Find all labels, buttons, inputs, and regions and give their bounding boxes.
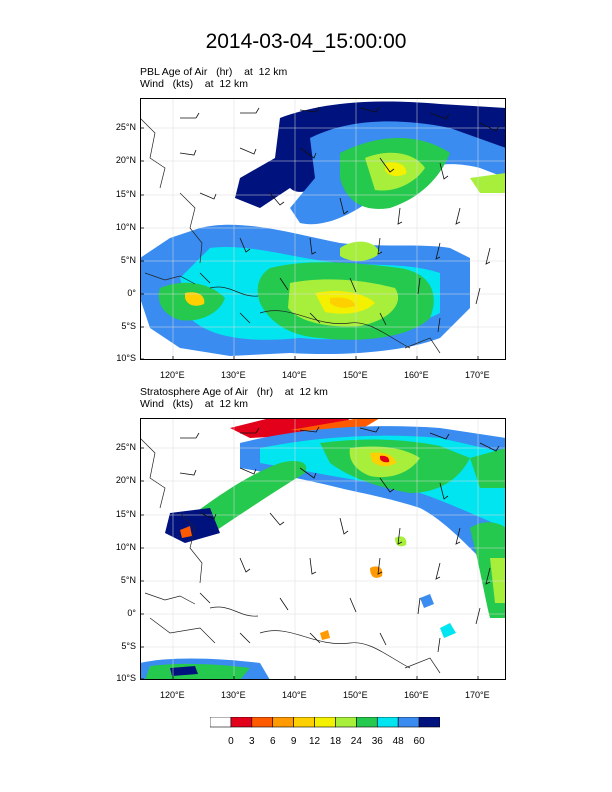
- lon-label: 130°E: [221, 690, 246, 700]
- stratosphere-age-map-panel: [140, 418, 506, 680]
- colorbar-label: 48: [392, 736, 404, 747]
- wind-barbs: [179, 106, 500, 333]
- colorbar-swatch: [314, 716, 336, 728]
- lat-label: 5°N: [120, 575, 136, 585]
- colorbar-swatch: [376, 716, 399, 728]
- lon-label: 120°E: [160, 690, 185, 700]
- lat-label: 10°S: [116, 353, 136, 363]
- colorbar-label: 60: [413, 736, 425, 747]
- lon-label: 150°E: [343, 370, 368, 380]
- lon-label: 150°E: [343, 690, 368, 700]
- colorbar-swatch: [209, 716, 232, 728]
- colorbar-label: 3: [249, 736, 255, 747]
- colorbar-label: 36: [371, 736, 383, 747]
- colorbar-swatches: [209, 716, 441, 728]
- figure-title: 2014-03-04_15:00:00: [205, 30, 407, 53]
- wind-barbs: [179, 426, 500, 653]
- lat-label: 0°: [127, 608, 136, 618]
- panel2-lon-axis: 120°E 130°E 140°E 150°E 160°E 170°E: [140, 690, 506, 702]
- lat-label: 5°S: [121, 641, 136, 651]
- lon-label: 120°E: [160, 370, 185, 380]
- lon-label: 140°E: [282, 370, 307, 380]
- lat-label: 15°N: [115, 189, 136, 199]
- colorbar-swatch: [418, 716, 441, 728]
- lon-label: 140°E: [282, 690, 307, 700]
- panel2-lat-axis: 25°N 20°N 15°N 10°N 5°N 0° 5°S 10°S: [100, 418, 136, 683]
- colorbar-swatch: [397, 716, 420, 728]
- colorbar-swatch: [251, 716, 274, 728]
- panel1-lat-axis: 25°N 20°N 15°N 10°N 5°N 0° 5°S 10°S: [100, 98, 136, 363]
- colorbar-label: 24: [350, 736, 362, 747]
- lat-label: 10°N: [115, 222, 136, 232]
- panel1-field-label: PBL Age of Air (hr) at 12 km: [140, 66, 288, 78]
- colorbar-label: 0: [228, 736, 234, 747]
- colorbar-swatch: [293, 716, 315, 728]
- lat-label: 20°N: [115, 155, 136, 165]
- stratosphere-age-map: [140, 418, 506, 680]
- panel1-wind-label: Wind (kts) at 12 km: [140, 78, 248, 90]
- lat-label: 10°N: [115, 542, 136, 552]
- pbl-age-map-panel: [140, 98, 506, 360]
- lat-label: 25°N: [115, 442, 136, 452]
- lat-label: 15°N: [115, 509, 136, 519]
- colorbar-label: 9: [290, 736, 297, 747]
- lon-label: 170°E: [465, 370, 490, 380]
- colorbar-swatch: [272, 716, 294, 728]
- colorbar-swatch: [335, 716, 357, 728]
- panel1-lon-axis: 120°E 130°E 140°E 150°E 160°E 170°E: [140, 370, 506, 382]
- lat-label: 20°N: [115, 475, 136, 485]
- colorbar-label: 18: [329, 736, 342, 747]
- lon-label: 130°E: [221, 370, 246, 380]
- lat-label: 0°: [127, 288, 136, 298]
- lat-label: 25°N: [115, 122, 136, 132]
- panel2-field-label: Stratosphere Age of Air (hr) at 12 km: [140, 386, 328, 398]
- lat-label: 5°S: [121, 321, 136, 331]
- colorbar-label: 6: [269, 736, 276, 747]
- lat-label: 10°S: [116, 673, 136, 683]
- colorbar-swatch: [356, 716, 378, 728]
- colorbar: 0 3 6 9 12 18 24 36 48 60: [209, 716, 441, 747]
- colorbar-swatch: [230, 716, 253, 728]
- panel2-wind-label: Wind (kts) at 12 km: [140, 398, 248, 410]
- pbl-age-map: [140, 98, 506, 360]
- lon-label: 160°E: [404, 370, 429, 380]
- colorbar-label: 12: [308, 736, 321, 747]
- lon-label: 160°E: [404, 690, 429, 700]
- lon-label: 170°E: [465, 690, 490, 700]
- lat-label: 5°N: [120, 255, 136, 265]
- colorbar-labels: 0 3 6 9 12 18 24 36 48 60: [210, 734, 440, 747]
